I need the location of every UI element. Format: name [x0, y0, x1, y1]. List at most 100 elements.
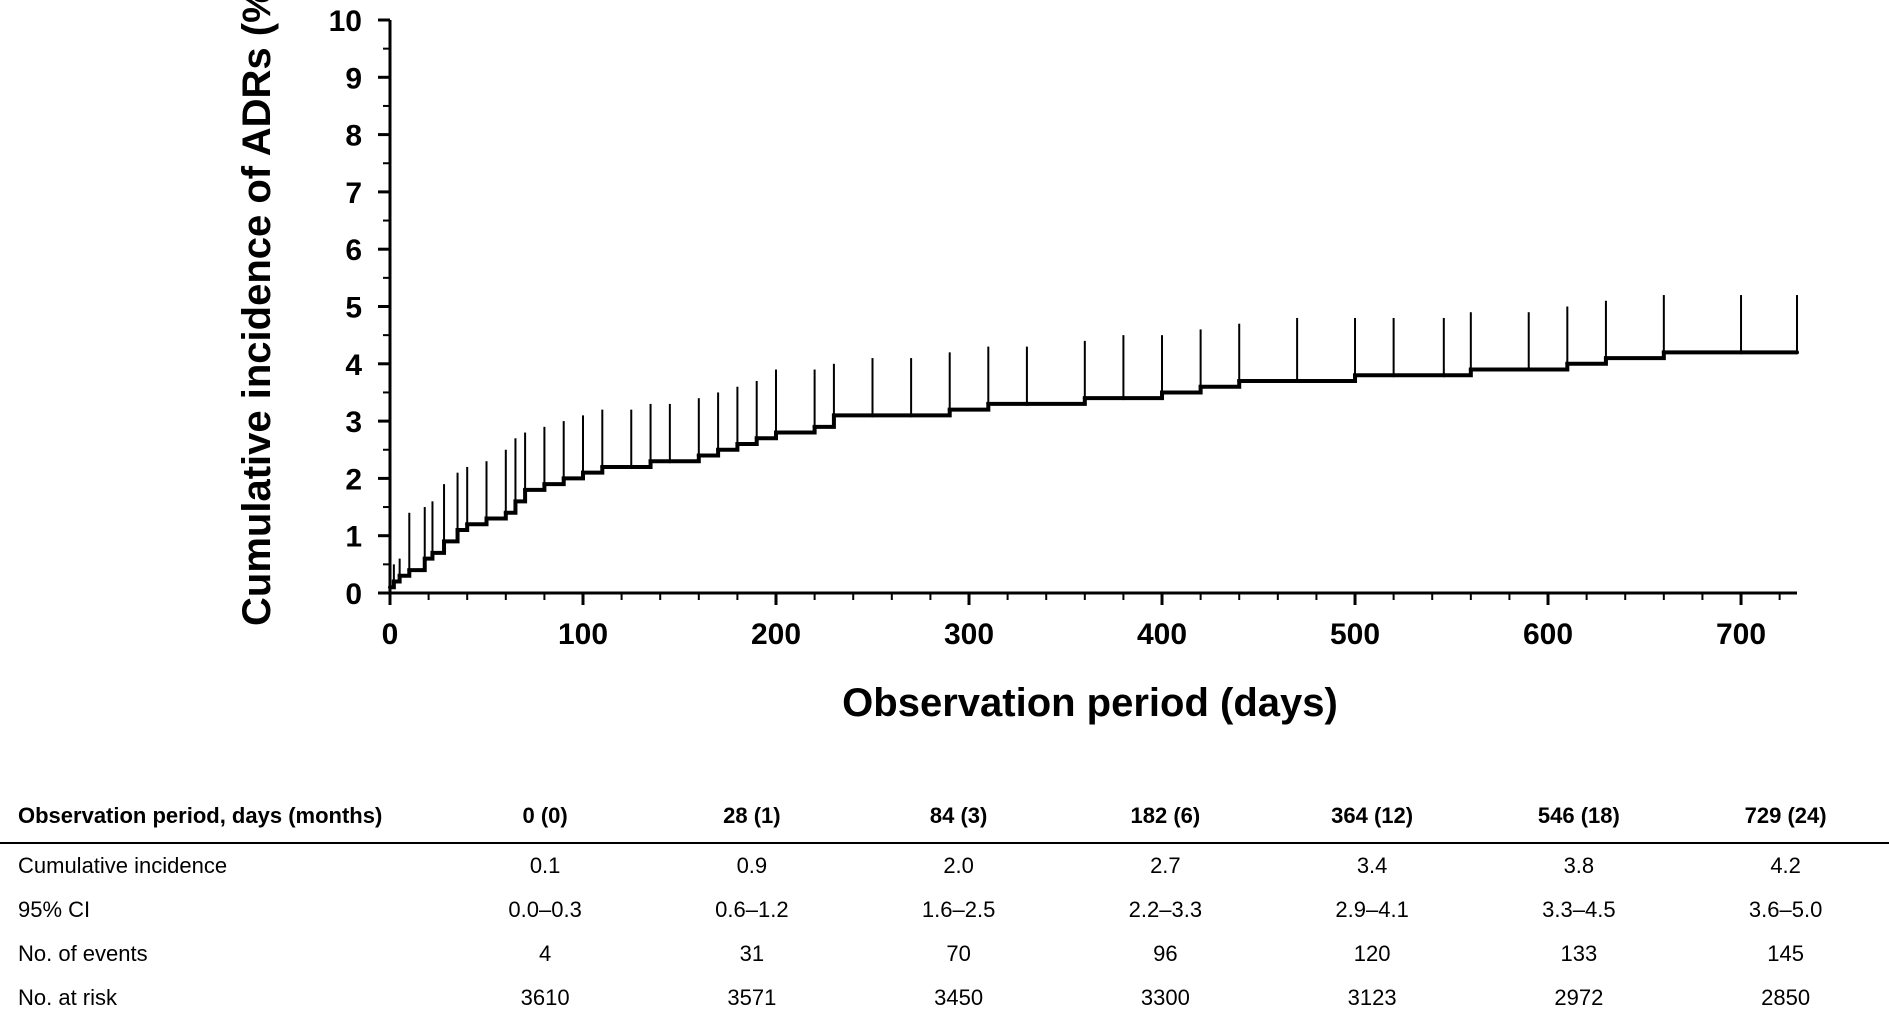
table-cell: 2850	[1761, 985, 1811, 1010]
step-point	[1082, 396, 1087, 401]
step-point	[1198, 384, 1203, 389]
y-tick-label: 9	[345, 62, 362, 95]
table-row-events: No. of events 4 31 70 96 120 133 145	[0, 932, 1889, 976]
step-point	[391, 579, 396, 584]
step-point	[1121, 396, 1126, 401]
y-tick-label: 10	[329, 5, 362, 38]
y-tick-label: 8	[345, 120, 362, 153]
table-cell: 2.7	[1150, 853, 1181, 878]
table-header-day-729: 729 (24)	[1744, 803, 1827, 828]
step-point	[1024, 401, 1029, 406]
table-cell: 3.3–4.5	[1542, 897, 1616, 922]
step-point	[407, 568, 412, 573]
y-tick-label: 6	[345, 234, 362, 267]
table-cell: 3571	[727, 985, 777, 1010]
table-header-day-84: 84 (3)	[929, 803, 988, 828]
x-tick-label: 100	[558, 618, 608, 651]
table-cell: 1.6–2.5	[921, 897, 996, 922]
y-axis-ticks: 0 1 2 3 4 5 6 7 8 9 10	[329, 5, 390, 611]
step-point	[870, 413, 875, 418]
step-point	[422, 556, 427, 561]
table-cell: 0.0–0.3	[508, 897, 582, 922]
table-cell: 3450	[934, 985, 984, 1010]
table-header-label: Observation period, days (months)	[18, 803, 383, 828]
table-row-at-risk: No. at risk 3610 3571 3450 3300 3123 297…	[0, 976, 1889, 1020]
table-header-day-546: 546 (18)	[1537, 803, 1620, 828]
step-point	[947, 407, 952, 412]
table-cell: 0.9	[736, 853, 768, 878]
table-cell: 4	[538, 941, 552, 966]
x-tick-label: 0	[382, 618, 399, 651]
step-point	[696, 453, 701, 458]
table-header-day-364: 364 (12)	[1331, 803, 1414, 828]
step-point	[1468, 367, 1473, 372]
table-cell: 2972	[1554, 985, 1604, 1010]
step-point	[600, 464, 605, 469]
table-header-day-0: 0 (0)	[522, 803, 568, 828]
y-tick-label: 4	[345, 349, 362, 382]
step-point	[1795, 350, 1799, 355]
table-cell: 120	[1353, 941, 1391, 966]
table-cell: 2.2–3.3	[1128, 897, 1203, 922]
table-cell: No. of events	[18, 941, 148, 966]
table-cell: 2.9–4.1	[1335, 897, 1409, 922]
step-point	[430, 550, 435, 555]
risk-table-header-row: Observation period, days (months) 0 (0) …	[0, 790, 1889, 843]
step-point	[484, 516, 489, 521]
ci-upper-spikes	[389, 295, 1798, 588]
step-point	[442, 539, 447, 544]
step-point	[1565, 361, 1570, 366]
y-tick-label: 3	[345, 406, 362, 439]
table-header-day-28: 28 (1)	[723, 803, 781, 828]
table-cell: 3300	[1140, 985, 1190, 1010]
step-point	[455, 527, 460, 532]
table-cell: 4.2	[1770, 853, 1801, 878]
step-point	[754, 436, 759, 441]
x-tick-label: 500	[1330, 618, 1380, 651]
step-point	[1603, 356, 1608, 361]
incidence-step-line	[390, 350, 1797, 590]
step-point	[523, 487, 528, 492]
table-cell: 133	[1560, 941, 1598, 966]
table-cell: 0.1	[529, 853, 561, 878]
table-cell: 3.6–5.0	[1748, 897, 1823, 922]
step-point	[1526, 367, 1531, 372]
step-point	[503, 510, 508, 515]
step-point	[1739, 350, 1744, 355]
y-axis-title: Cumulative incidence of ADRs (%)	[235, 0, 279, 626]
step-point	[513, 499, 518, 504]
x-tick-label: 400	[1137, 618, 1187, 651]
table-cell: 145	[1767, 941, 1804, 966]
table-cell: 3.8	[1563, 853, 1595, 878]
table-cell: 3.4	[1356, 853, 1388, 878]
table-cell: 95% CI	[18, 897, 91, 922]
table-header-day-182: 182 (6)	[1130, 803, 1201, 828]
y-tick-label: 7	[345, 177, 362, 210]
table-row-cumulative-incidence: Cumulative incidence 0.1 0.9 2.0 2.7 3.4…	[0, 843, 1889, 888]
table-cell: 3123	[1347, 985, 1397, 1010]
y-tick-label: 2	[345, 463, 362, 496]
step-point	[812, 424, 817, 429]
table-cell: 2.0	[943, 853, 974, 878]
step-point	[648, 459, 653, 464]
x-tick-label: 300	[944, 618, 994, 651]
step-point	[561, 476, 566, 481]
step-point	[1391, 373, 1396, 378]
step-point	[716, 447, 721, 452]
step-point	[986, 401, 991, 406]
table-cell: No. at risk	[18, 985, 118, 1010]
step-point	[1441, 373, 1446, 378]
y-tick-label: 1	[345, 521, 362, 554]
step-point	[735, 442, 740, 447]
table-cell: 70	[946, 941, 971, 966]
step-point	[1160, 390, 1165, 395]
step-point	[465, 522, 470, 527]
table-row-95-ci: 95% CI 0.0–0.3 0.6–1.2 1.6–2.5 2.2–3.3 2…	[0, 888, 1889, 932]
step-point	[774, 430, 779, 435]
step-point	[581, 470, 586, 475]
x-tick-label: 700	[1716, 618, 1766, 651]
x-axis-title: Observation period (days)	[842, 681, 1338, 725]
table-cell: 0.6–1.2	[715, 897, 789, 922]
table-cell: Cumulative incidence	[18, 853, 228, 878]
risk-table: Observation period, days (months) 0 (0) …	[0, 790, 1889, 1020]
